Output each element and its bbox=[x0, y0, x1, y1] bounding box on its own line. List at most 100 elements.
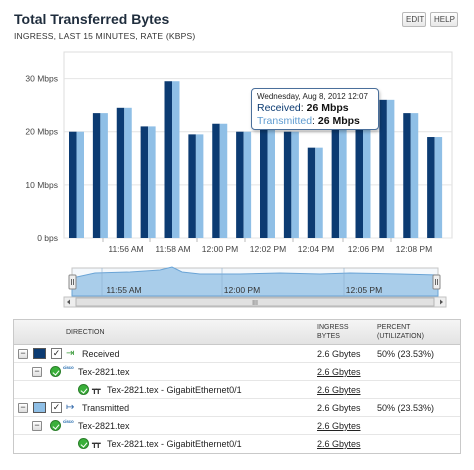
range-navigator-svg[interactable]: 11:55 AM 12:00 PM 12:05 PM III bbox=[0, 260, 474, 310]
collapse-button[interactable]: − bbox=[32, 367, 42, 377]
bar-chart-svg: 0 bps 10 Mbps 20 Mbps 30 Mbps 11:56 AM 11:58 … bbox=[25, 51, 453, 254]
navigator-time-label: 12:05 PM bbox=[346, 285, 382, 295]
received-bar bbox=[307, 147, 316, 238]
row-bytes-link[interactable]: 2.6 Gbytes bbox=[317, 439, 361, 449]
received-bar bbox=[260, 129, 268, 238]
transmitted-checkbox[interactable]: ✓ bbox=[51, 402, 62, 413]
navigator-left-handle[interactable] bbox=[68, 274, 77, 290]
row-label: Tex-2821.tex bbox=[78, 421, 130, 431]
transmitted-bar bbox=[267, 129, 275, 238]
received-bar bbox=[69, 131, 77, 238]
transmitted-bar bbox=[339, 121, 347, 238]
navigator-time-label: 11:55 AM bbox=[106, 285, 141, 295]
tooltip-transmitted-label: Transmitted bbox=[257, 115, 313, 127]
row-bytes-link[interactable]: 2.6 Gbytes bbox=[317, 367, 361, 377]
transmitted-bar bbox=[172, 81, 180, 238]
navigator-area bbox=[71, 266, 439, 297]
row-label: Received bbox=[82, 349, 120, 359]
received-bar bbox=[92, 113, 101, 238]
cisco-logo-icon: cisco bbox=[63, 419, 74, 424]
range-navigator[interactable]: 11:55 AM 12:00 PM 12:05 PM III bbox=[0, 260, 474, 310]
x-tick-label: 12:02 PM bbox=[250, 244, 286, 254]
tooltip-received-value: 26 Mbps bbox=[306, 102, 349, 114]
interface-status-icon bbox=[78, 384, 89, 395]
cisco-logo-icon: cisco bbox=[63, 365, 74, 370]
y-tick-label: 10 Mbps bbox=[25, 180, 58, 190]
x-tick-label: 12:08 PM bbox=[396, 244, 432, 254]
received-bar bbox=[379, 99, 387, 238]
arrow-in-icon: ⇥ bbox=[66, 348, 75, 359]
received-bar bbox=[212, 123, 220, 238]
received-bar bbox=[116, 107, 125, 238]
y-tick-label: 20 Mbps bbox=[25, 127, 58, 137]
transmitted-bar bbox=[219, 123, 228, 238]
navigator-scroll-thumb[interactable] bbox=[75, 297, 435, 307]
y-tick-label: 0 bps bbox=[37, 233, 58, 243]
tooltip-received-label: Received bbox=[257, 102, 301, 114]
device-status-icon bbox=[50, 366, 61, 377]
scroll-grip-icon: III bbox=[252, 300, 258, 307]
transmitted-bar bbox=[291, 131, 299, 238]
received-bar bbox=[236, 131, 244, 238]
transmitted-bar bbox=[434, 137, 443, 238]
received-bar bbox=[355, 110, 363, 238]
navigator-time-label: 12:00 PM bbox=[224, 285, 260, 295]
received-bar bbox=[403, 113, 411, 238]
received-bar bbox=[283, 131, 292, 238]
scroll-right-arrow-icon[interactable] bbox=[440, 299, 443, 305]
collapse-button[interactable]: − bbox=[18, 349, 28, 359]
x-tick-label: 12:04 PM bbox=[298, 244, 334, 254]
row-label: Tex-2821.tex - GigabitEthernet0/1 bbox=[107, 439, 242, 449]
x-tick-label: 12:06 PM bbox=[348, 244, 384, 254]
direction-table: DIRECTION INGRESS BYTES PERCENT (UTILIZA… bbox=[13, 319, 461, 454]
x-tick-label: 11:58 AM bbox=[155, 244, 190, 254]
arrow-out-icon: ↦ bbox=[66, 402, 75, 413]
transmitted-bar bbox=[363, 110, 371, 238]
scroll-left-arrow-icon[interactable] bbox=[67, 299, 70, 305]
interface-icon: ┳┳ bbox=[92, 439, 101, 448]
received-checkbox[interactable]: ✓ bbox=[51, 348, 62, 359]
transmitted-bar bbox=[386, 99, 395, 238]
transmitted-bar bbox=[124, 107, 132, 238]
received-bar bbox=[164, 81, 172, 238]
table-row: ┳┳ Tex-2821.tex - GigabitEthernet0/1 2.6… bbox=[14, 435, 460, 453]
edit-button[interactable]: EDIT bbox=[402, 12, 426, 27]
row-bytes-link[interactable]: 2.6 Gbytes bbox=[317, 421, 361, 431]
device-status-icon bbox=[50, 420, 61, 431]
transmitted-bar bbox=[76, 131, 84, 238]
navigator-right-handle[interactable] bbox=[432, 274, 441, 290]
col-percent: PERCENT (UTILIZATION) bbox=[377, 324, 424, 340]
help-button[interactable]: HELP bbox=[430, 12, 458, 27]
table-row: − cisco Tex-2821.tex 2.6 Gbytes bbox=[14, 417, 460, 435]
chart-tooltip: Wednesday, Aug 8, 2012 12:07 Received: 2… bbox=[251, 88, 379, 130]
received-bar bbox=[188, 134, 196, 238]
transmitted-bar bbox=[315, 147, 323, 238]
collapse-button[interactable]: − bbox=[18, 403, 28, 413]
transmitted-bar bbox=[100, 113, 108, 238]
table-header: DIRECTION INGRESS BYTES PERCENT (UTILIZA… bbox=[14, 320, 460, 345]
row-label: Tex-2821.tex bbox=[78, 367, 130, 377]
x-tick-label: 12:00 PM bbox=[202, 244, 238, 254]
transmitted-swatch bbox=[33, 402, 46, 413]
table-row: − ✓ ↦ Transmitted 2.6 Gbytes 50% (23.53%… bbox=[14, 399, 460, 417]
received-swatch bbox=[33, 348, 46, 359]
interface-status-icon bbox=[78, 438, 89, 449]
row-bytes-link[interactable]: 2.6 Gbytes bbox=[317, 385, 361, 395]
collapse-button[interactable]: − bbox=[32, 421, 42, 431]
row-bytes: 2.6 Gbytes bbox=[317, 403, 361, 413]
transmitted-bar bbox=[195, 134, 204, 238]
table-row: ┳┳ Tex-2821.tex - GigabitEthernet0/1 2.6… bbox=[14, 381, 460, 399]
tooltip-date: Wednesday, Aug 8, 2012 12:07 bbox=[257, 92, 368, 101]
chart-subtitle: INGRESS, LAST 15 MINUTES, RATE (KBPS) bbox=[14, 31, 196, 41]
col-ingress-bytes: INGRESS BYTES bbox=[317, 324, 349, 340]
row-percent: 50% (23.53%) bbox=[377, 349, 435, 359]
transmitted-bar bbox=[410, 113, 419, 238]
tooltip-transmitted-value: 26 Mbps bbox=[317, 115, 360, 127]
row-label: Tex-2821.tex - GigabitEthernet0/1 bbox=[107, 385, 242, 395]
received-bar bbox=[140, 126, 149, 238]
received-bar bbox=[331, 121, 340, 238]
page-title: Total Transferred Bytes bbox=[14, 11, 170, 27]
transmitted-bar bbox=[243, 131, 252, 238]
table-row: − ✓ ⇥ Received 2.6 Gbytes 50% (23.53%) bbox=[14, 345, 460, 363]
row-percent: 50% (23.53%) bbox=[377, 403, 435, 413]
